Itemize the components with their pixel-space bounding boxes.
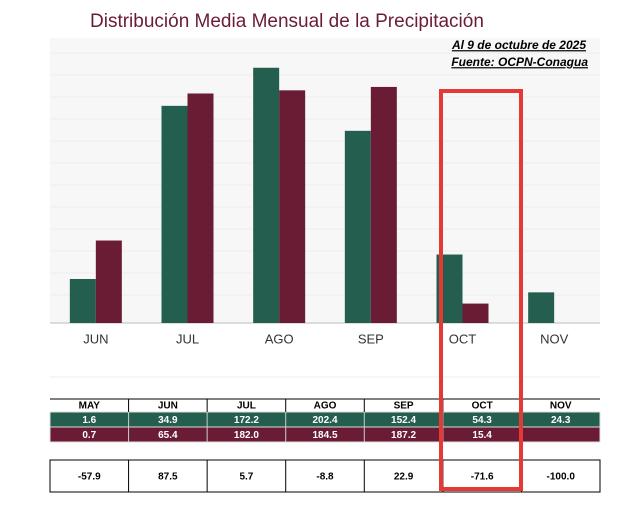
table-cell: 15.4 xyxy=(472,430,492,441)
table-cell: 5.7 xyxy=(239,472,253,483)
table-cell: 187.2 xyxy=(391,430,416,441)
table-cell: 87.5 xyxy=(158,472,178,483)
table-cell: 34.9 xyxy=(158,415,178,426)
bar xyxy=(370,86,397,324)
bar xyxy=(187,93,214,323)
table-cell: 172.2 xyxy=(234,415,259,426)
table-header: AGO xyxy=(314,401,337,412)
bar xyxy=(279,90,306,323)
table-header: MAY xyxy=(79,401,101,412)
table-cell: 22.9 xyxy=(394,472,414,483)
table-cell: 152.4 xyxy=(391,415,416,426)
x-tick-label: JUL xyxy=(176,331,199,346)
table-header: NOV xyxy=(550,401,572,412)
annotation: Fuente: OCPN-Conagua xyxy=(451,55,588,69)
grid xyxy=(50,52,600,296)
x-tick-label: SEP xyxy=(358,331,384,346)
bar xyxy=(95,240,122,323)
table-cell: 182.0 xyxy=(234,430,259,441)
bar xyxy=(161,105,188,324)
table-header: SEP xyxy=(394,401,414,412)
table-header: JUN xyxy=(158,401,178,412)
table-header: OCT xyxy=(472,401,493,412)
bar xyxy=(344,130,371,323)
table-row xyxy=(49,426,601,443)
plot-area xyxy=(50,38,600,323)
table-cell: 24.3 xyxy=(551,415,571,426)
table-cell: 202.4 xyxy=(312,415,337,426)
annotation: Al 9 de octubre de 2025 xyxy=(451,38,586,52)
bar xyxy=(528,292,555,323)
x-tick-label: AGO xyxy=(265,331,294,346)
table-cell: 0.7 xyxy=(82,430,96,441)
table-header: JUL xyxy=(237,401,256,412)
bar xyxy=(69,278,96,323)
bar xyxy=(253,67,280,323)
table-row xyxy=(49,459,601,493)
bar xyxy=(462,303,489,323)
table-cell: 1.6 xyxy=(82,415,96,426)
table-cell: -71.6 xyxy=(471,472,494,483)
table: MAY JUN JUL AGO SEP OCT NOV 1.6 34.9 172.2 202.4 15… xyxy=(49,398,601,493)
table-cell: 54.3 xyxy=(472,415,492,426)
x-tick-label: JUN xyxy=(83,331,108,346)
table-cell: 65.4 xyxy=(158,430,178,441)
table-cell: -57.9 xyxy=(78,472,101,483)
table-cell: 184.5 xyxy=(312,430,337,441)
table-cell: -8.8 xyxy=(316,472,334,483)
highlight-box xyxy=(439,89,523,491)
x-tick-label: NOV xyxy=(540,331,569,346)
x-tick-label: OCT xyxy=(449,331,477,346)
chart-title: Distribución Media Mensual de la Precipi… xyxy=(90,11,484,32)
table-cell: -100.0 xyxy=(547,472,576,483)
